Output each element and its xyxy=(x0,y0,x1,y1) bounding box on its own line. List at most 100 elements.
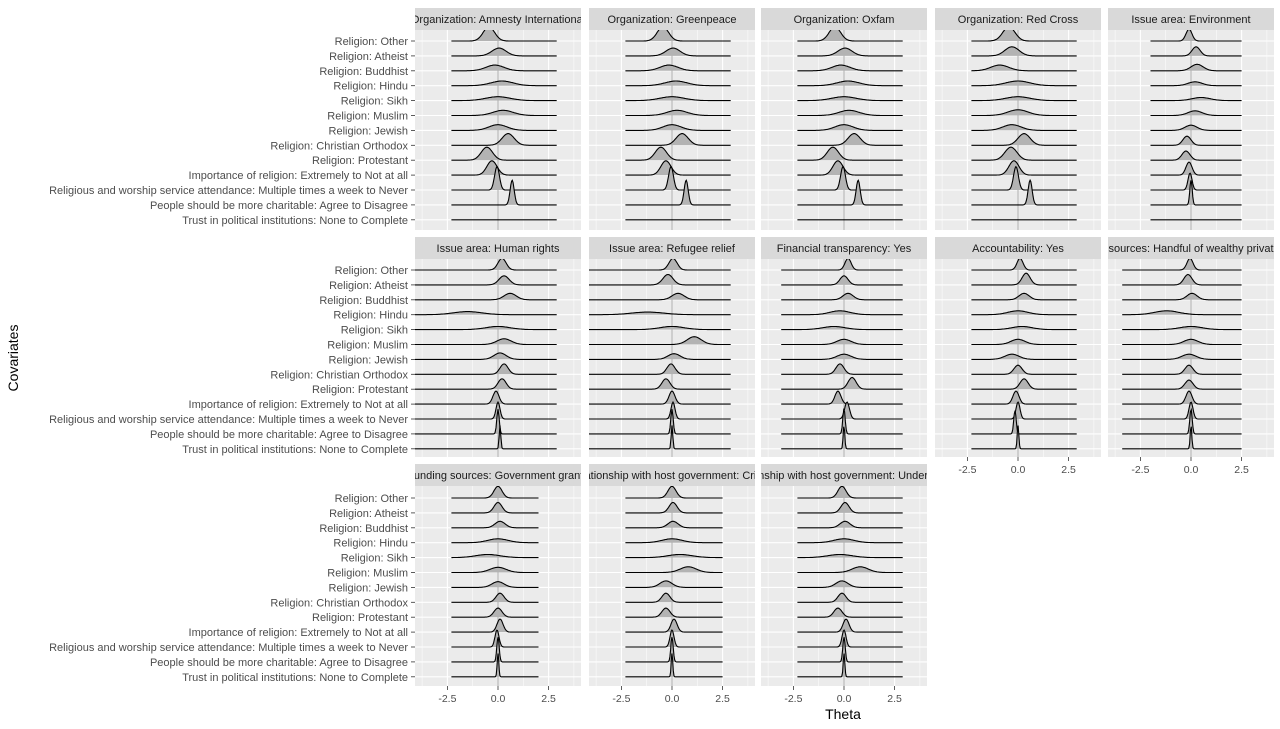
facet-strip xyxy=(415,237,581,259)
ridge-religion-protestant xyxy=(451,607,539,618)
ridge-religion-sikh xyxy=(625,96,731,102)
ridge-line xyxy=(451,486,539,499)
ridge-line xyxy=(625,486,723,499)
ridge-religion-christian-orthodox xyxy=(589,363,731,375)
ridges xyxy=(797,30,903,221)
ridge-line xyxy=(589,425,731,450)
ridge-line xyxy=(625,629,723,648)
y-tick-label: People should be more charitable: Agree … xyxy=(150,657,408,669)
ridge-line xyxy=(971,364,1077,375)
y-tick-label: Religion: Christian Orthodox xyxy=(270,140,408,152)
ridge-religion-buddhist xyxy=(1150,63,1242,72)
ridge-religion-buddhist xyxy=(1122,292,1242,301)
ridge-religion-muslim xyxy=(1122,338,1242,346)
ridge-fill xyxy=(451,81,557,86)
ridge-religion-hindu xyxy=(625,80,731,87)
ridge-line xyxy=(971,353,1077,360)
y-tick-label: Religion: Other xyxy=(335,265,409,277)
ridge-line xyxy=(625,538,723,544)
ridge-religion-buddhist xyxy=(971,292,1077,301)
facet-strip xyxy=(415,8,581,30)
facet-strip-title: Organization: Amnesty International xyxy=(411,14,585,26)
facet-strip xyxy=(761,237,927,259)
ridge-line xyxy=(1122,364,1242,375)
ridge-fill xyxy=(971,326,1077,330)
facet-strip-title: Relationship with host government: Under… xyxy=(724,470,964,482)
ridge-line xyxy=(451,30,557,42)
ridge-line xyxy=(971,272,1077,286)
ridge-line xyxy=(781,338,903,346)
ridge-line xyxy=(451,179,557,206)
ridge-line xyxy=(797,566,903,574)
ridge-line xyxy=(797,80,903,87)
ridge-importance-of-religion-extremely-to-not-at-all xyxy=(797,618,903,633)
ridge-line xyxy=(1150,172,1242,191)
ridge-religion-atheist xyxy=(625,501,723,514)
ridge-line xyxy=(415,338,557,346)
ridge-fill xyxy=(451,124,557,131)
ridge-religion-muslim xyxy=(451,109,557,117)
ridge-line xyxy=(451,64,557,72)
ridge-religion-atheist xyxy=(1122,273,1242,286)
ridge-religion-protestant xyxy=(797,146,903,161)
ridge-religion-christian-orthodox xyxy=(415,363,557,375)
ridge-fill xyxy=(589,378,731,390)
ridge-religious-and-worship-service-attendance-multiple-times-a-week-to-never xyxy=(1150,172,1242,191)
ridge-religion-atheist xyxy=(971,272,1077,286)
ridge-religion-hindu xyxy=(589,311,731,316)
facet-organization-oxfam: Organization: Oxfam xyxy=(761,8,927,230)
ridge-religion-sikh xyxy=(451,96,557,102)
y-tick-label: Religion: Atheist xyxy=(329,51,408,63)
ridge-religion-jewish xyxy=(451,581,539,588)
ridge-line xyxy=(1150,30,1242,42)
ridge-line xyxy=(1150,161,1242,176)
ridge-religion-hindu xyxy=(415,311,557,316)
ridge-religion-protestant xyxy=(797,607,903,618)
ridge-religion-sikh xyxy=(781,325,903,331)
ridge-line xyxy=(1122,310,1242,316)
ridge-fill xyxy=(451,593,539,603)
facet-strip xyxy=(589,464,755,486)
ridge-religious-and-worship-service-attendance-multiple-times-a-week-to-never xyxy=(451,629,539,648)
x-tick-label: 2.5 xyxy=(541,693,556,705)
ridge-line xyxy=(971,46,1077,57)
ridge-line xyxy=(451,566,539,574)
facet-strip xyxy=(935,237,1101,259)
ridge-fill xyxy=(971,339,1077,345)
ridge-religion-hindu xyxy=(1150,81,1242,87)
ridge-people-should-be-more-charitable-agree-to-disagree xyxy=(797,179,903,206)
ridge-religious-and-worship-service-attendance-multiple-times-a-week-to-never xyxy=(781,401,903,420)
y-tick-label: Religious and worship service attendance… xyxy=(49,414,408,426)
ridge-line xyxy=(781,325,903,331)
ridge-fill xyxy=(781,293,903,300)
facet-strip xyxy=(1108,237,1274,259)
y-tick-label: Religion: Sikh xyxy=(341,325,408,337)
ridge-line xyxy=(781,292,903,301)
ridge-line xyxy=(589,378,731,390)
y-tick-label: Religion: Christian Orthodox xyxy=(270,369,408,381)
ridge-people-should-be-more-charitable-agree-to-disagree xyxy=(1122,407,1242,435)
facet-organization-red-cross: Organization: Red Cross xyxy=(935,8,1101,230)
ridge-religion-muslim xyxy=(971,338,1077,346)
ridge-people-should-be-more-charitable-agree-to-disagree xyxy=(625,637,723,663)
ridge-importance-of-religion-extremely-to-not-at-all xyxy=(797,160,903,176)
ridge-line xyxy=(1150,63,1242,72)
ridge-fill xyxy=(451,538,539,543)
ridge-line xyxy=(971,30,1077,42)
y-tick-label: Trust in political institutions: None to… xyxy=(182,215,408,227)
ridge-religion-sikh xyxy=(971,96,1077,102)
ridge-line xyxy=(1122,426,1242,450)
x-tick-label: -2.5 xyxy=(784,693,802,705)
ridge-religion-hindu xyxy=(781,310,903,316)
ridge-line xyxy=(451,166,557,191)
ridge-line xyxy=(415,292,557,301)
ridge-line xyxy=(1122,338,1242,346)
ridge-people-should-be-more-charitable-agree-to-disagree xyxy=(451,637,539,663)
y-tick-label: Religion: Protestant xyxy=(312,155,408,167)
ridge-religion-jewish xyxy=(797,124,903,131)
ridge-fill xyxy=(781,391,903,405)
ridge-religion-other xyxy=(1122,259,1242,271)
ridge-line xyxy=(971,390,1077,405)
ridge-line xyxy=(415,378,557,390)
ridge-line xyxy=(451,109,557,117)
